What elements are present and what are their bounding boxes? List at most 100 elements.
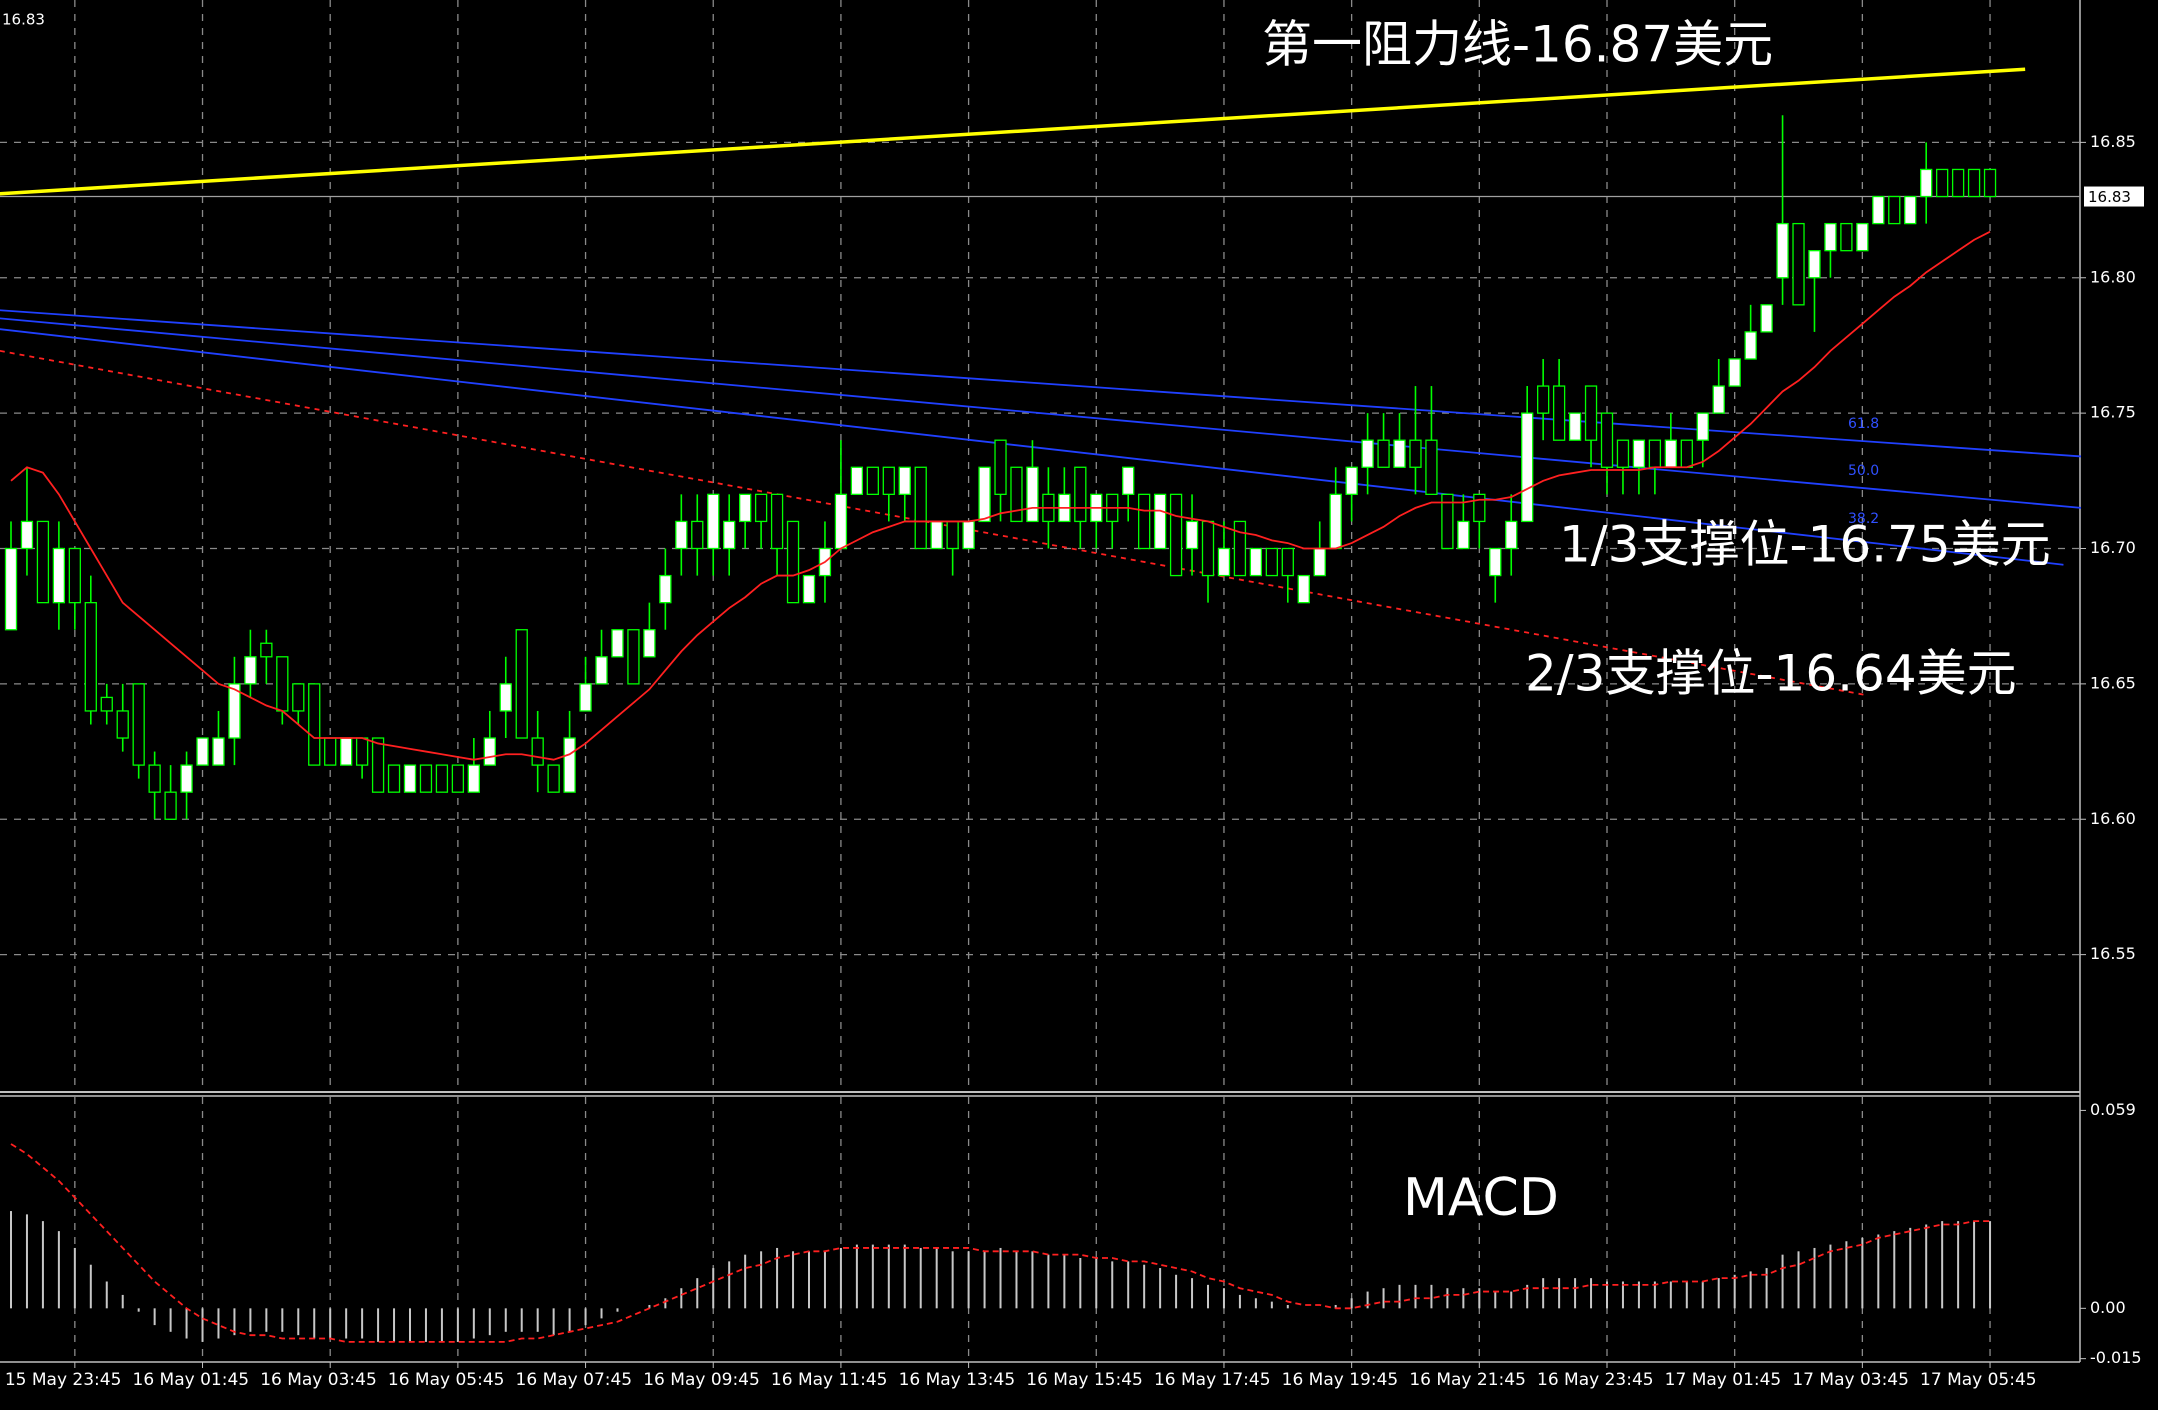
trendline [0,317,2082,509]
candle-body [1600,412,1614,468]
x-tick-label: 16 May 19:45 [1282,1370,1399,1390]
candle-body [324,737,337,766]
y-tick-label: -0.015 [2090,1348,2142,1367]
y-tick-label: 0.00 [2090,1298,2126,1317]
candle-body [627,629,640,685]
x-tick-label: 16 May 17:45 [1154,1370,1271,1390]
candle-body [403,764,417,793]
x-tick-label: 16 May 23:45 [1537,1370,1654,1390]
candle-body [1457,520,1470,550]
candle-body [1489,547,1502,577]
candle-body [723,520,736,550]
candle-body [100,696,113,712]
annotation: 1/3支撑位-16.75美元 [1559,516,2051,574]
candle-body [914,466,927,550]
candle-body [387,764,401,793]
candle-body [850,466,864,495]
candle-body [1122,466,1135,495]
x-tick-label: 17 May 05:45 [1920,1370,2037,1390]
candle-body [1297,574,1310,604]
candle-body [1505,520,1518,550]
candle-body [1425,439,1438,496]
x-tick-label: 17 May 03:45 [1792,1370,1909,1390]
candle-body [148,764,161,793]
candle-body [1904,195,1917,225]
candle-body [371,737,385,793]
candle-body [1217,547,1231,577]
x-tick-label: 16 May 15:45 [1026,1370,1143,1390]
candle-body [1473,493,1486,523]
candle-body [770,493,784,550]
candle-body [276,656,289,712]
candle-body [1026,466,1039,523]
candle-body [994,439,1007,496]
price-tag-label: 16.83 [2088,188,2131,206]
candle-body [547,764,560,793]
candle-body [483,737,496,766]
x-tick-label: 16 May 11:45 [771,1370,888,1390]
candle-body [1616,439,1630,468]
candle-body [611,629,624,658]
candle-body [1951,168,1965,198]
price-label: 16.83 [2,11,45,29]
x-tick-label: 16 May 09:45 [643,1370,760,1390]
candle-body [68,547,81,604]
candle-body [308,683,321,766]
x-tick-label: 15 May 23:45 [5,1370,122,1390]
candle-body [675,520,688,550]
candle-body [1169,493,1183,577]
candle-body [164,791,177,820]
candle-body [20,520,34,550]
trendline [0,67,2026,196]
candle-body [1776,222,1789,279]
candle-body [1936,168,1949,198]
candle-body [1728,358,1741,387]
x-tick-label: 16 May 05:45 [388,1370,505,1390]
annotation: 2/3支撑位-16.64美元 [1525,645,2017,703]
candle-body [84,602,97,712]
candle-body [946,520,959,550]
candle-body [962,520,975,550]
candle-body [1281,547,1294,577]
candle-body [882,466,895,495]
y-tick-label: 16.65 [2090,673,2136,692]
x-tick-label: 16 May 13:45 [899,1370,1016,1390]
candle-body [1872,195,1885,225]
candle-body [212,737,225,766]
y-tick-label: 16.80 [2090,267,2136,286]
candle-body [1920,168,1933,198]
x-tick-label: 16 May 07:45 [516,1370,633,1390]
price-tag [2084,186,2144,207]
candle-body [1664,439,1677,468]
candle-body [1249,547,1263,577]
candle-body [36,520,50,604]
candle-body [1409,439,1422,468]
candle-body [1010,466,1023,523]
candle-body [579,683,592,712]
candle-body [180,764,193,793]
candle-body [52,547,66,604]
x-tick-label: 16 May 01:45 [133,1370,250,1390]
candle-body [260,642,273,658]
candle-body [1393,439,1406,468]
candle-body [898,466,911,495]
candle-body [1568,412,1582,441]
candle-body [1233,520,1247,577]
candle-body [1808,250,1821,279]
candle-body [1983,168,1997,198]
y-tick-label: 16.55 [2090,944,2136,963]
candle-body [659,574,672,604]
macd-signal [10,1143,1991,1343]
trendline [0,309,2082,458]
candle-body [1201,520,1215,577]
candle-body [340,737,353,766]
candle-body [515,629,528,739]
candle-body [1329,493,1342,550]
candle-body [228,683,241,739]
candle-body [1792,222,1805,306]
y-tick-label: 16.85 [2090,132,2136,151]
candle-body [1632,439,1646,468]
